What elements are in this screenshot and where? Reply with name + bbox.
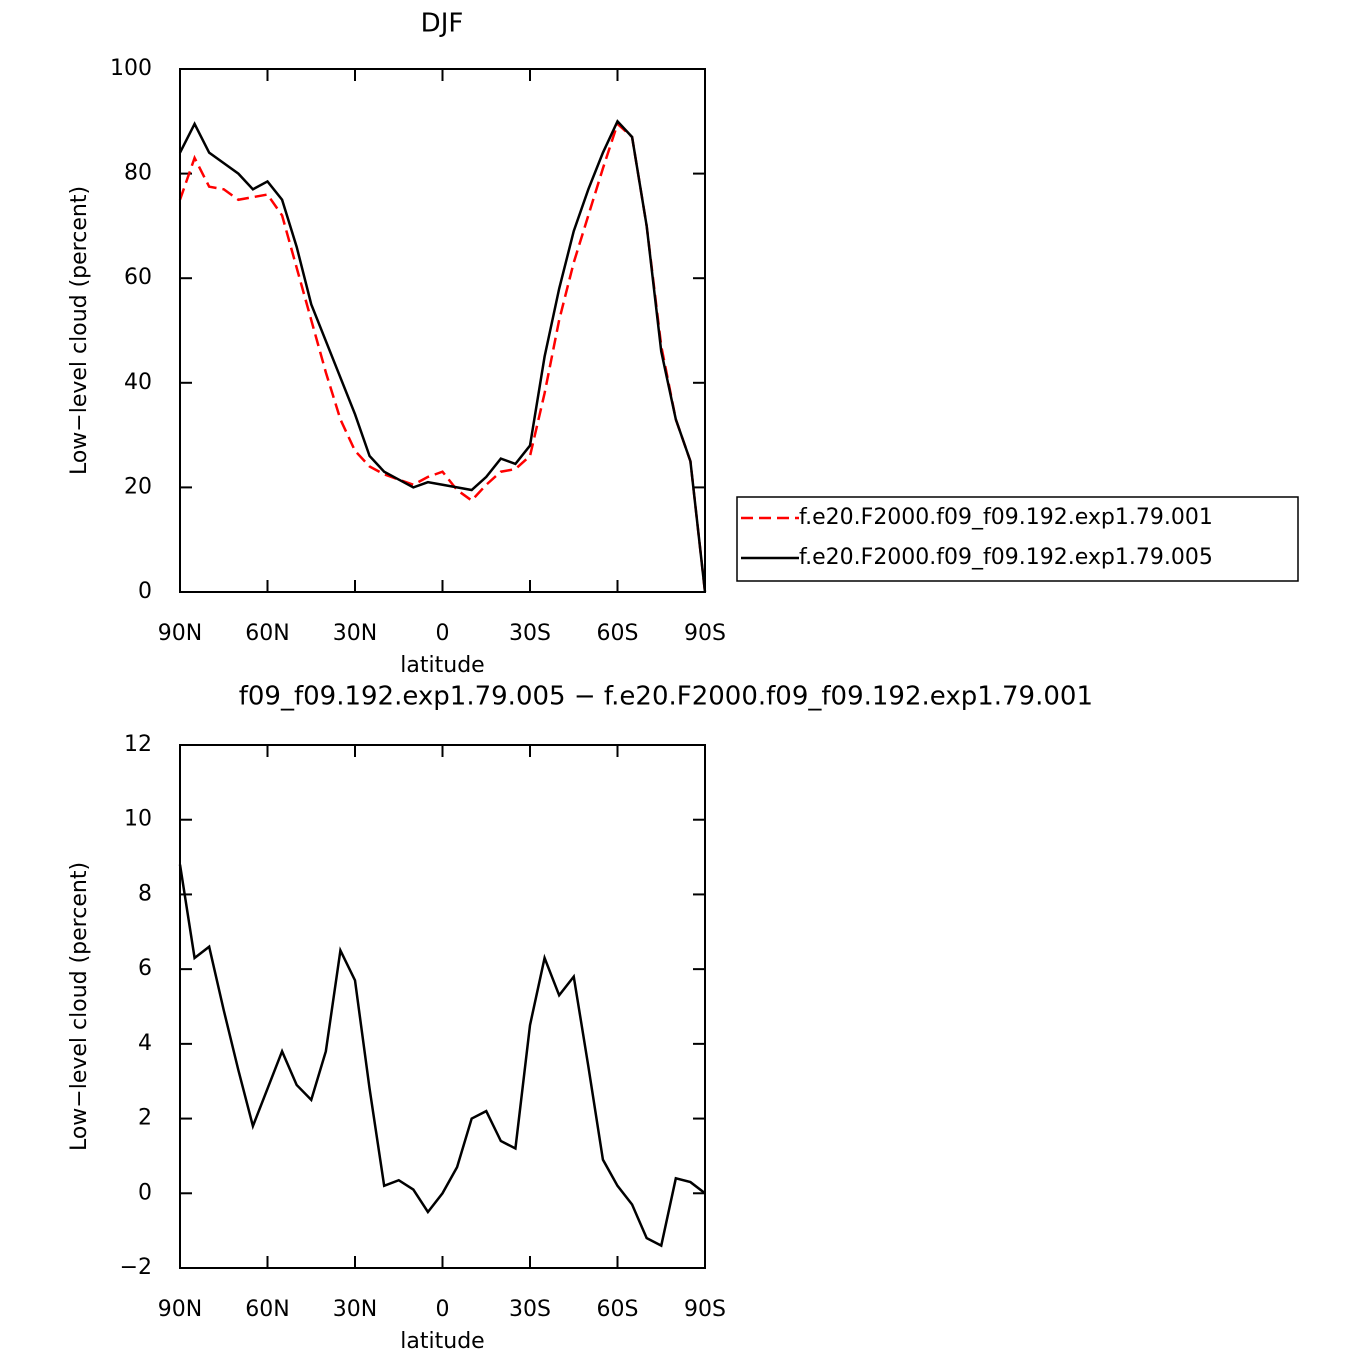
y-tick-label: 2 [138,1106,152,1131]
legend-label: f.e20.F2000.f09_f09.192.exp1.79.001 [799,505,1213,530]
chart-title: f09_f09.192.exp1.79.005 − f.e20.F2000.f0… [239,682,1093,712]
y-axis-label: Low−level cloud (percent) [67,862,92,1151]
y-tick-label: 10 [124,807,152,832]
y-tick-label: 0 [138,579,152,604]
data-line [178,119,707,593]
x-tick-label: 60N [245,1297,289,1322]
x-tick-label: 0 [436,621,450,646]
y-tick-label: 8 [138,881,152,906]
x-axis-label: latitude [400,653,484,678]
plot-frame [179,744,706,1269]
legend-label: f.e20.F2000.f09_f09.192.exp1.79.005 [799,545,1213,570]
y-tick-label: 100 [110,56,152,81]
x-tick-label: 0 [436,1297,450,1322]
x-tick-label: 30N [333,621,377,646]
x-axis-label: latitude [400,1329,484,1354]
x-tick-label: 60S [597,621,639,646]
y-tick-label: 60 [124,265,152,290]
y-tick-label: −2 [120,1255,152,1280]
y-tick-label: 80 [124,161,152,186]
x-tick-label: 30S [509,1297,551,1322]
x-tick-label: 90S [684,621,726,646]
y-tick-label: 0 [138,1180,152,1205]
legend-box [736,496,1299,582]
x-tick-label: 60S [597,1297,639,1322]
x-tick-label: 90N [158,1297,202,1322]
y-tick-label: 40 [124,370,152,395]
y-tick-label: 12 [124,732,152,757]
data-line [178,864,706,1248]
y-axis-label: Low−level cloud (percent) [67,186,92,475]
x-tick-label: 30N [333,1297,377,1322]
x-tick-label: 30S [509,621,551,646]
y-tick-label: 4 [138,1031,152,1056]
y-tick-label: 20 [124,474,152,499]
chart-title: DJF [421,9,464,39]
x-tick-label: 90S [684,1297,726,1322]
data-line [178,121,707,593]
x-tick-label: 90N [158,621,202,646]
x-tick-label: 60N [245,621,289,646]
plot-frame [179,68,706,593]
y-tick-label: 6 [138,956,152,981]
